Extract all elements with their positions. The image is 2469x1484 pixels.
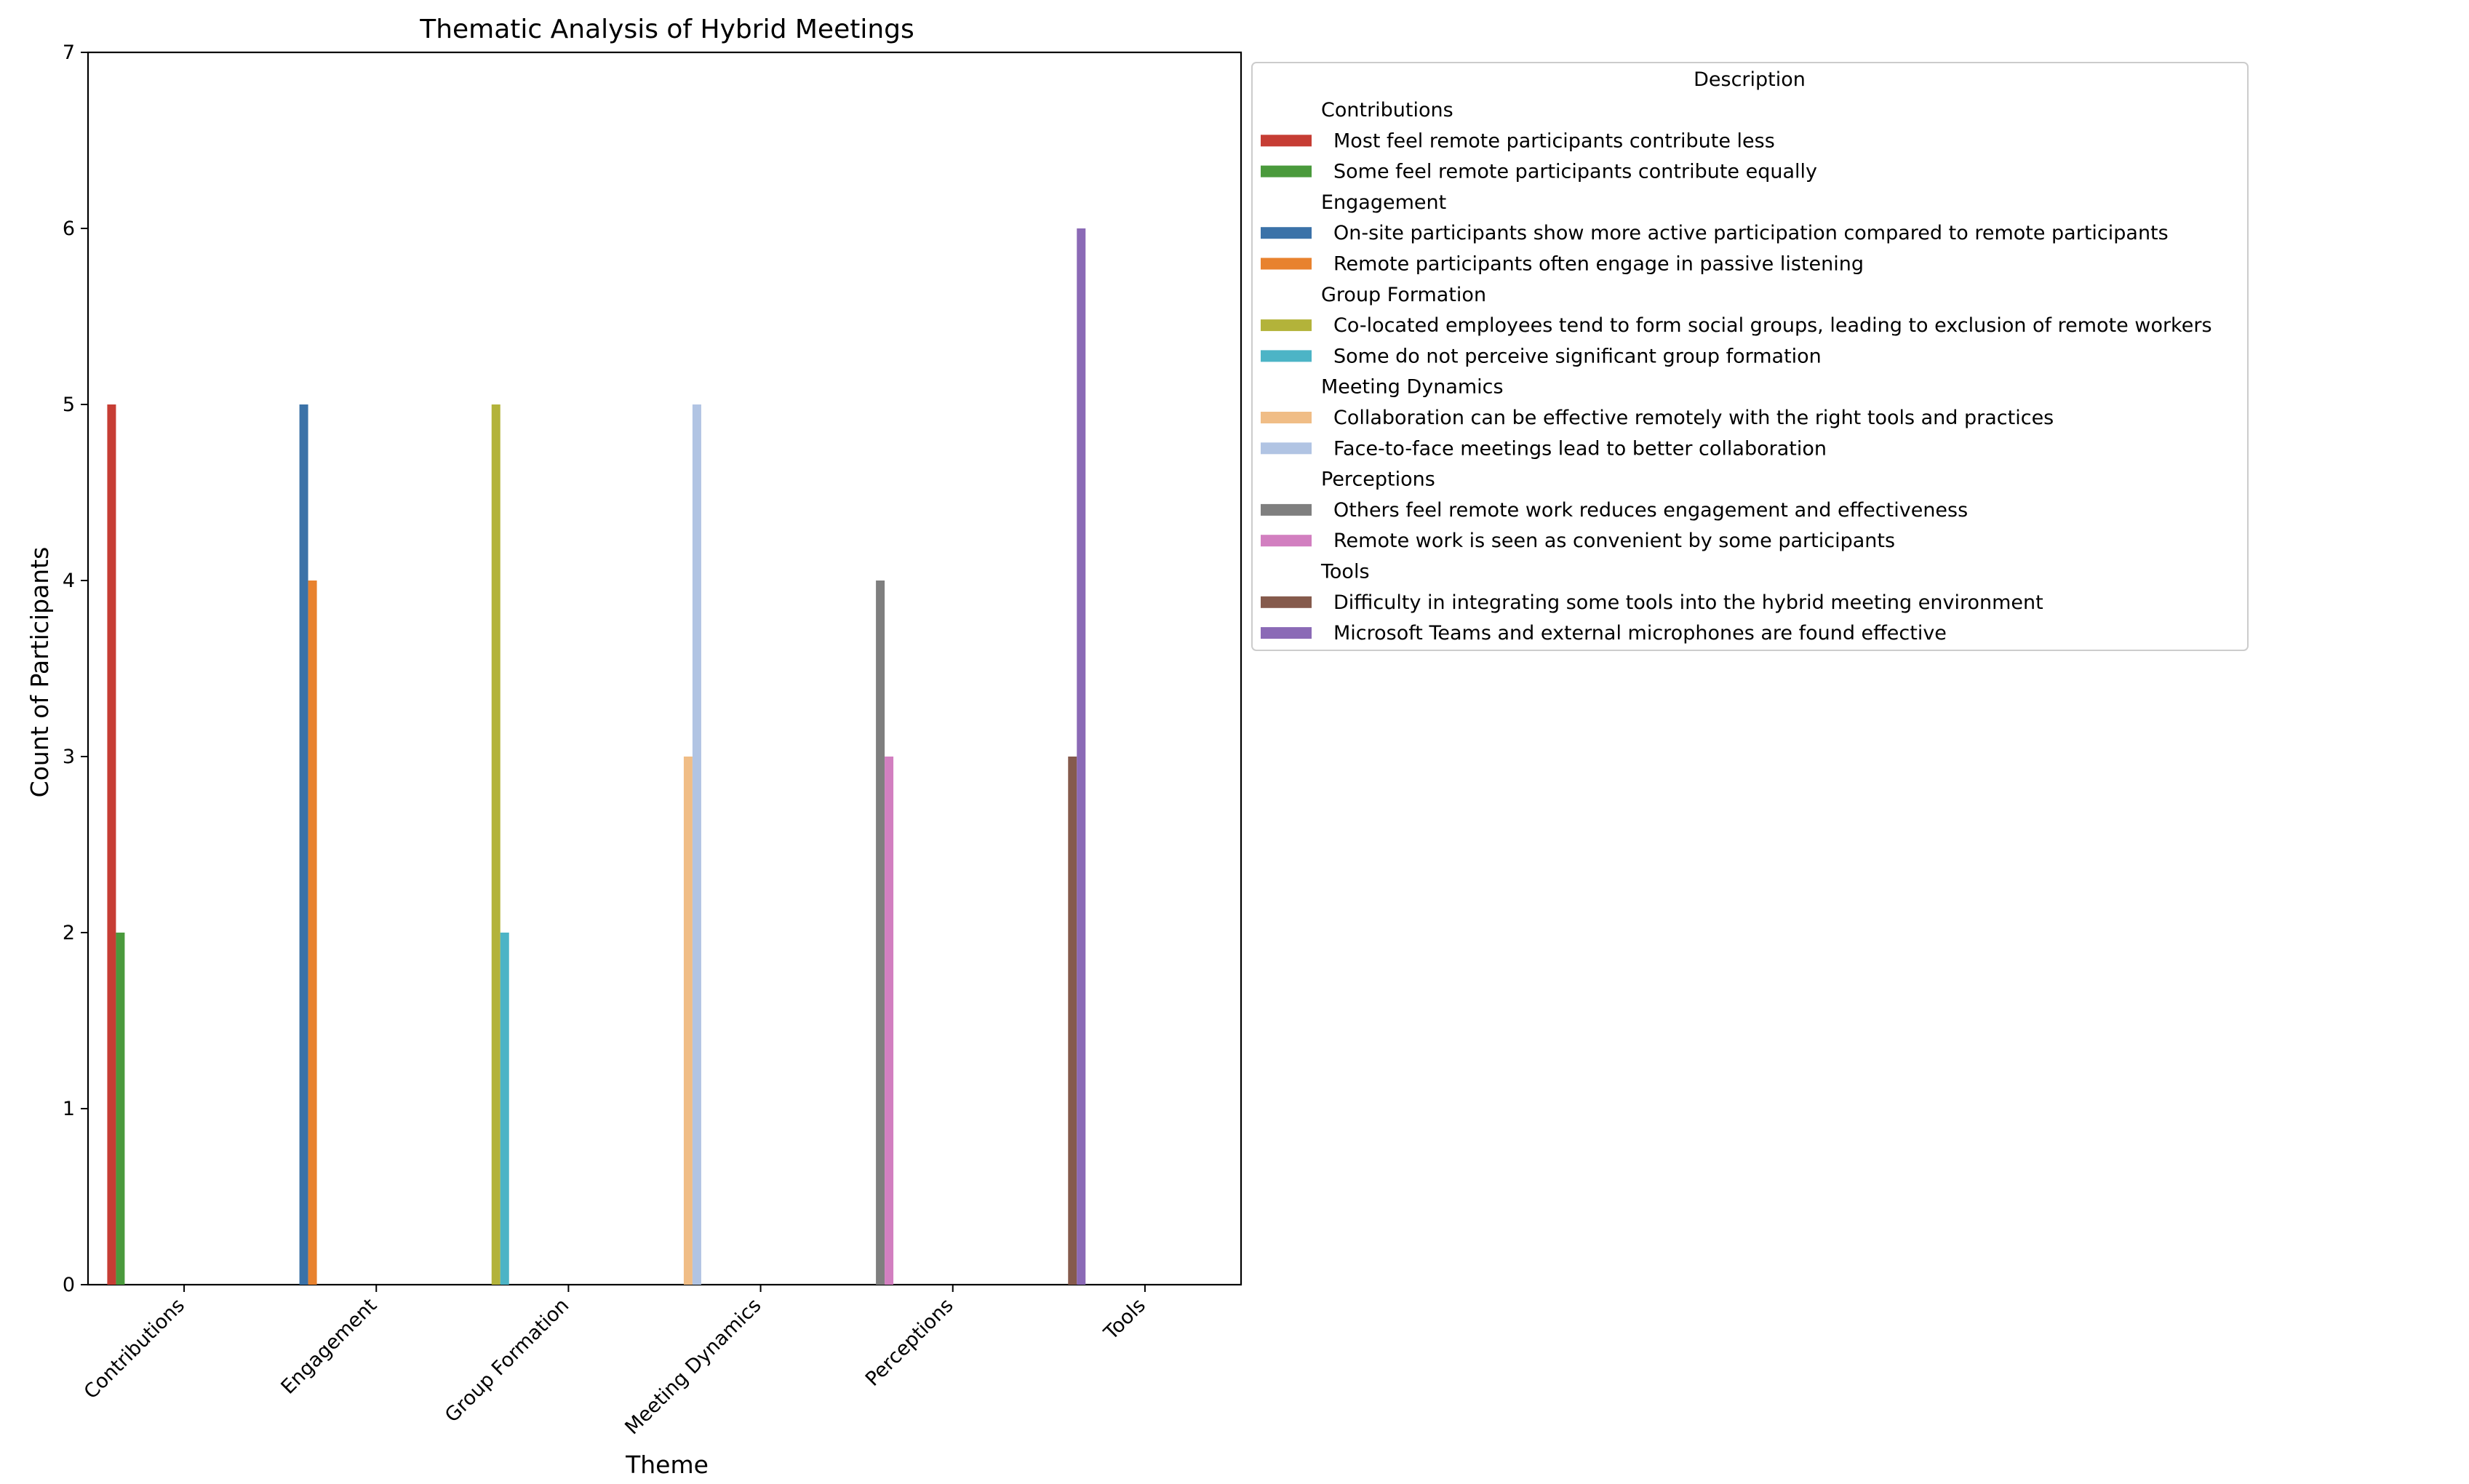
legend-swatch: [1261, 503, 1312, 516]
legend-group-header: Engagement: [1321, 191, 1446, 214]
bar: [107, 404, 116, 1285]
legend-group-header: Perceptions: [1321, 468, 1435, 491]
legend-entry-label: Collaboration can be effective remotely …: [1333, 407, 2054, 429]
legend-entry-label: On-site participants show more active pa…: [1333, 222, 2169, 244]
bar: [1077, 228, 1086, 1285]
legend-entry-label: Co-located employees tend to form social…: [1333, 314, 2212, 337]
bar: [683, 757, 693, 1285]
x-tick-label: Tools: [1099, 1294, 1150, 1345]
bar: [308, 581, 317, 1285]
legend-swatch: [1261, 258, 1312, 270]
legend-swatch: [1261, 165, 1312, 177]
y-axis-label: Count of Participants: [25, 547, 54, 798]
x-tick-label: Contributions: [80, 1294, 189, 1403]
legend-group-header: Group Formation: [1321, 284, 1486, 306]
bar: [885, 757, 894, 1285]
x-axis-label: Theme: [625, 1451, 709, 1479]
y-tick-label: 4: [63, 570, 75, 592]
x-tick-label: Engagement: [277, 1294, 382, 1399]
chart-title: Thematic Analysis of Hybrid Meetings: [419, 15, 914, 44]
legend-swatch: [1261, 596, 1312, 608]
y-tick-label: 0: [63, 1274, 75, 1296]
legend-group-header: Meeting Dynamics: [1321, 376, 1504, 399]
axes-frame: [87, 51, 1243, 1286]
legend-entry-label: Face-to-face meetings lead to better col…: [1333, 437, 1827, 460]
x-tick-label: Perceptions: [861, 1294, 958, 1391]
legend-swatch: [1261, 627, 1312, 639]
bar: [692, 404, 701, 1285]
bar: [1068, 757, 1077, 1285]
legend-entry-label: Difficulty in integrating some tools int…: [1333, 591, 2043, 614]
legend-group-header: Tools: [1320, 561, 1370, 583]
legend-swatch: [1261, 135, 1312, 147]
legend-swatch: [1261, 442, 1312, 455]
bar: [500, 933, 509, 1285]
legend-entry-label: Microsoft Teams and external microphones…: [1333, 622, 1947, 645]
legend-swatch: [1261, 412, 1312, 423]
y-tick-label: 6: [63, 218, 75, 240]
legend-title: Description: [1694, 68, 1806, 91]
bar: [876, 581, 885, 1285]
bar: [116, 933, 125, 1285]
bar: [491, 404, 500, 1285]
y-tick-label: 1: [63, 1098, 75, 1120]
legend-group-header: Contributions: [1321, 99, 1453, 121]
legend-swatch: [1261, 319, 1312, 332]
plot-area: 0 1 2 3 4 5 6 7 Contributions Engagement Group For…: [63, 41, 1243, 1439]
legend: Description Contributions Most feel remot…: [1251, 62, 2249, 651]
x-tick-label: Group Formation: [441, 1294, 573, 1427]
legend-swatch: [1261, 350, 1312, 362]
y-tick-label: 5: [63, 394, 75, 416]
legend-frame: [1251, 62, 2249, 651]
y-tick-label: 7: [63, 41, 75, 64]
legend-entry-label: Remote work is seen as convenient by som…: [1333, 530, 1895, 552]
legend-entry-label: Others feel remote work reduces engageme…: [1333, 499, 1968, 522]
legend-swatch: [1261, 227, 1312, 239]
y-tick-label: 3: [63, 746, 75, 768]
bar: [299, 404, 308, 1285]
legend-entry-label: Some feel remote participants contribute…: [1333, 161, 1817, 183]
legend-entry-label: Remote participants often engage in pass…: [1333, 253, 1864, 276]
y-tick-label: 2: [63, 922, 75, 944]
legend-entry-label: Most feel remote participants contribute…: [1333, 129, 1775, 152]
legend-entry-label: Some do not perceive significant group f…: [1333, 345, 1822, 367]
legend-swatch: [1261, 535, 1312, 547]
x-tick-label: Meeting Dynamics: [621, 1294, 765, 1439]
